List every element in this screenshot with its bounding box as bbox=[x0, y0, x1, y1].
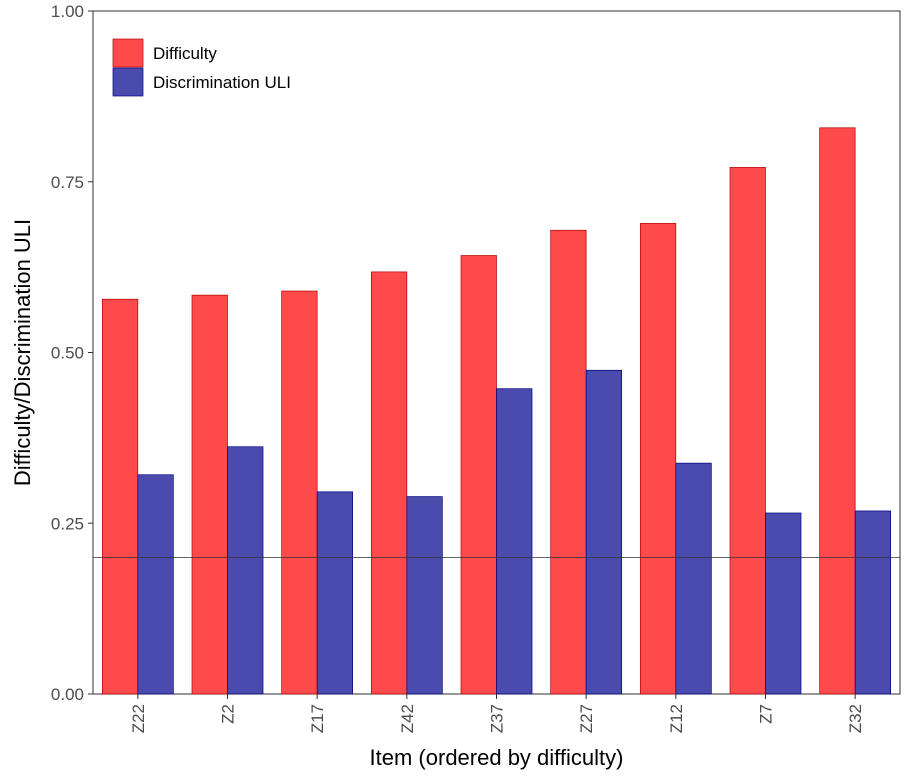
bar-discrimination-z32 bbox=[854, 510, 892, 695]
legend-label-discrimination: Discrimination ULI bbox=[153, 73, 291, 92]
bar-difficulty-z17 bbox=[281, 290, 318, 695]
x-tick-label: Z27 bbox=[577, 704, 596, 733]
x-tick-label: Z32 bbox=[846, 704, 865, 733]
y-tick-label: 1.00 bbox=[51, 2, 84, 21]
x-tick-label: Z17 bbox=[308, 704, 327, 733]
bar-discrimination-z22 bbox=[137, 474, 174, 695]
bar-discrimination-z27 bbox=[585, 369, 623, 695]
legend-swatch-discrimination bbox=[112, 67, 144, 97]
x-axis-title: Item (ordered by difficulty) bbox=[370, 745, 624, 770]
bar-difficulty-z42 bbox=[370, 271, 408, 695]
bar-difficulty-z37 bbox=[460, 255, 497, 695]
x-tick-label: Z12 bbox=[667, 704, 686, 733]
y-tick-label: 0.50 bbox=[51, 344, 84, 363]
legend-label-difficulty: Difficulty bbox=[153, 44, 217, 63]
bar-difficulty-z22 bbox=[101, 298, 139, 695]
bar-discrimination-z7 bbox=[765, 512, 802, 695]
x-tick-label: Z2 bbox=[219, 704, 238, 724]
bar-difficulty-z27 bbox=[550, 229, 587, 695]
y-tick-label: 0.25 bbox=[51, 514, 84, 533]
bars-group bbox=[101, 127, 892, 695]
bar-discrimination-z37 bbox=[496, 388, 533, 695]
bar-discrimination-z42 bbox=[406, 496, 443, 695]
x-tick-label: Z7 bbox=[757, 704, 776, 724]
x-tick-label: Z42 bbox=[398, 704, 417, 733]
bar-discrimination-z12 bbox=[675, 462, 712, 695]
bar-discrimination-z17 bbox=[316, 491, 354, 695]
bar-discrimination-z2 bbox=[227, 446, 264, 695]
x-tick-label: Z22 bbox=[129, 704, 148, 733]
bar-difficulty-z2 bbox=[191, 294, 228, 695]
y-axis-title: Difficulty/Discrimination ULI bbox=[10, 219, 35, 486]
bar-difficulty-z32 bbox=[819, 127, 856, 695]
x-tick-label: Z37 bbox=[488, 704, 507, 733]
bar-difficulty-z7 bbox=[729, 167, 766, 695]
y-tick-label: 0.75 bbox=[51, 173, 84, 192]
x-axis: Z22 Z2 Z17 Z42 Z37 Z27 Z12 Z7 Z32 bbox=[129, 694, 865, 733]
bar-difficulty-z12 bbox=[639, 223, 677, 695]
y-tick-label: 0.00 bbox=[51, 685, 84, 704]
y-axis: 0.00 0.25 0.50 0.75 1.00 bbox=[51, 2, 93, 704]
legend: Difficulty Discrimination ULI bbox=[112, 38, 291, 97]
legend-swatch-difficulty bbox=[112, 38, 144, 68]
